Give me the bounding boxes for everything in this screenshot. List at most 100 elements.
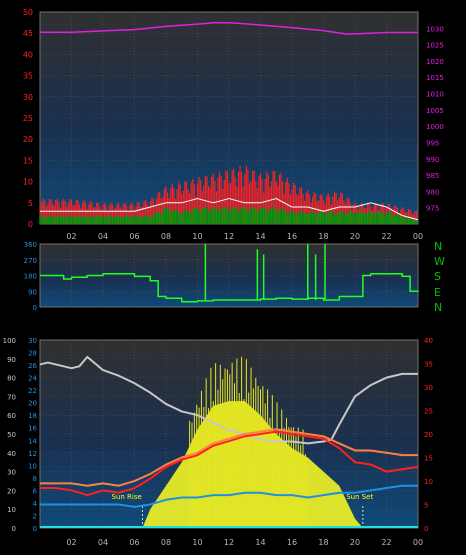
rain-tick-label: 80 xyxy=(7,375,16,383)
pressure-tick-label: 990 xyxy=(426,156,439,164)
humidity-line xyxy=(39,355,418,445)
sunset-label: Sun Set xyxy=(346,493,373,501)
x-tick-label: 16 xyxy=(287,538,297,547)
x-tick-label: 04 xyxy=(98,232,108,241)
rain-tick-label: 20 xyxy=(7,487,16,495)
x-tick-label: 18 xyxy=(318,232,328,241)
x-tick-label: 04 xyxy=(98,538,108,547)
pressure-tick-label: 975 xyxy=(426,205,439,213)
wind-tick-label: 45 xyxy=(23,29,33,38)
temp-tick-label: 15 xyxy=(424,455,433,463)
pressure-tick-label: 1025 xyxy=(426,42,444,50)
x-tick-label: 00 xyxy=(413,538,423,547)
inner-tick-label: 14 xyxy=(28,437,37,445)
x-tick-label: 10 xyxy=(192,538,202,547)
inner-tick-label: 10 xyxy=(28,462,37,470)
compass-w: W xyxy=(434,255,445,268)
wind-tick-label: 25 xyxy=(23,114,33,123)
rain-tick-label: 0 xyxy=(12,525,16,533)
inner-tick-label: 12 xyxy=(28,450,37,458)
inner-tick-label: 28 xyxy=(28,350,37,358)
inner-tick-label: 30 xyxy=(28,337,37,345)
x-tick-label: 06 xyxy=(129,232,139,241)
x-tick-label: 06 xyxy=(129,538,139,547)
direction-line xyxy=(40,273,419,303)
pressure-tick-label: 985 xyxy=(426,172,439,180)
pressure-tick-label: 980 xyxy=(426,188,439,196)
x-tick-label: 16 xyxy=(287,232,297,241)
inner-tick-label: 22 xyxy=(28,387,37,395)
x-tick-label: 02 xyxy=(66,232,76,241)
x-tick-label: 12 xyxy=(224,538,234,547)
temp-tick-label: 40 xyxy=(424,337,433,345)
x-tick-label: 14 xyxy=(255,232,265,241)
temp-tick-label: 25 xyxy=(424,408,433,416)
temperature-line xyxy=(40,430,419,497)
wind-tick-label: 30 xyxy=(23,93,33,102)
inner-tick-label: 4 xyxy=(33,500,38,508)
x-tick-label: 08 xyxy=(161,538,171,547)
temp-tick-label: 20 xyxy=(424,431,433,439)
x-tick-label: 00 xyxy=(413,232,423,241)
pressure-tick-label: 1020 xyxy=(426,58,444,66)
x-tick-label: 18 xyxy=(318,538,328,547)
rain-tick-label: 60 xyxy=(7,412,16,420)
pressure-tick-label: 1000 xyxy=(426,123,444,131)
pressure-tick-label: 1005 xyxy=(426,107,444,115)
direction-tick-label: 270 xyxy=(24,257,37,265)
wind-tick-label: 40 xyxy=(23,50,33,59)
inner-tick-label: 16 xyxy=(28,425,37,433)
temp-tick-label: 30 xyxy=(424,384,433,392)
x-tick-label: 22 xyxy=(381,232,391,241)
direction-tick-label: 90 xyxy=(28,288,37,296)
humidity-legend: Umidita xyxy=(66,320,106,331)
pressure-line xyxy=(40,22,418,35)
x-tick-label: 20 xyxy=(350,538,360,547)
x-tick-label: 14 xyxy=(255,538,265,547)
temp-tick-label: 35 xyxy=(424,361,433,369)
inner-tick-label: 8 xyxy=(33,475,37,483)
rain-tick-label: 30 xyxy=(7,469,16,477)
inner-tick-label: 26 xyxy=(28,362,37,370)
feels-temp-legend: Temp. Riarnoli xyxy=(173,320,244,331)
temperature-legend: Temperatura xyxy=(311,320,375,331)
direction-tick-label: 360 xyxy=(24,241,37,249)
inner-tick-label: 6 xyxy=(33,487,38,495)
wind-axis-title: Forza vento1 xyxy=(6,0,71,11)
x-tick-label: 22 xyxy=(381,538,391,547)
rain-axis-title: Pioggia xyxy=(1,320,38,331)
solar-area xyxy=(142,401,363,528)
sunrise-label: Sun Rise xyxy=(111,493,141,501)
rain-tick-label: 50 xyxy=(7,431,16,439)
x-tick-label: 20 xyxy=(350,232,360,241)
direction-tick-label: 0 xyxy=(33,304,37,312)
x-tick-label: 10 xyxy=(192,232,202,241)
pressure-tick-label: 1010 xyxy=(426,91,444,99)
compass-e: E xyxy=(434,286,441,299)
x-tick-label: 12 xyxy=(224,232,234,241)
dew-point-line xyxy=(40,484,418,508)
rain-tick-label: 10 xyxy=(7,506,16,514)
inner-tick-label: 20 xyxy=(28,400,37,408)
wind-tick-label: 35 xyxy=(23,72,33,81)
compass-n-bottom: N xyxy=(434,301,443,314)
compass-n-top: N xyxy=(434,240,443,253)
direction-tick-label: 180 xyxy=(24,273,37,281)
temp-tick-label: 0 xyxy=(424,525,428,533)
solar-legend: Solar xyxy=(117,320,143,331)
inner-tick-label: 18 xyxy=(28,412,37,420)
wind-tick-label: 10 xyxy=(23,178,33,187)
inner-tick-label: 24 xyxy=(28,375,37,383)
temp-tick-label: 5 xyxy=(424,502,428,510)
pressure-tick-label: 995 xyxy=(426,139,439,147)
wind-tick-label: 20 xyxy=(23,135,33,144)
pressure-axis-title: Pressione xyxy=(372,0,420,11)
chart-title: 24 hour graph day: 24 Aprile 2013 xyxy=(171,0,344,11)
pressure-tick-label: 1015 xyxy=(426,74,444,82)
temp-tick-label: 10 xyxy=(424,478,433,486)
compass-s: S xyxy=(434,270,441,283)
wind-tick-label: 5 xyxy=(28,199,33,208)
inner-tick-label: 0 xyxy=(33,525,37,533)
